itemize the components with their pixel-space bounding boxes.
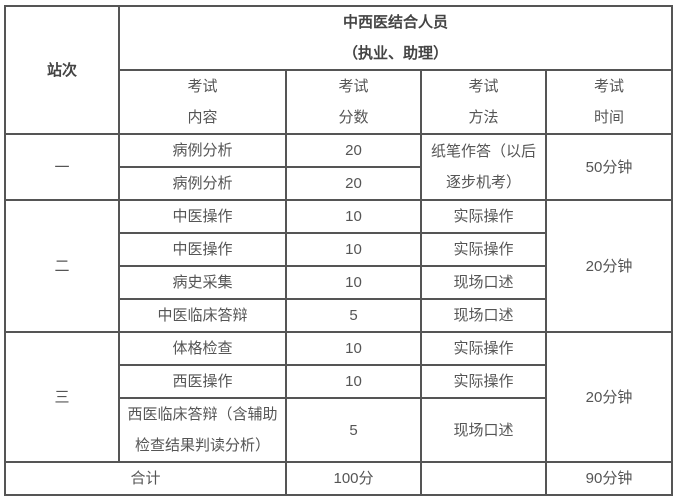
total-score: 100分 <box>285 461 422 496</box>
total-time: 90分钟 <box>545 461 673 496</box>
station-cell: 一 <box>4 133 120 201</box>
group-subtitle: （执业、助理） <box>342 45 448 62</box>
total-label: 合计 <box>4 461 287 496</box>
content-cell: 病例分析 <box>118 166 287 201</box>
method-cell: 现场口述 <box>420 298 547 333</box>
table-row: 病例分析 20 <box>5 166 672 201</box>
table-row: 中医临床答辩 5 现场口述 <box>5 298 672 333</box>
total-row: 合计 100分 90分钟 <box>4 461 673 496</box>
time-cell: 20分钟 <box>545 199 673 333</box>
score-cell: 10 <box>285 265 422 300</box>
content-cell: 中医操作 <box>118 232 287 267</box>
score-cell: 10 <box>285 199 422 234</box>
method-cell: 纸笔作答（以后逐步机考） <box>420 133 547 201</box>
total-method <box>420 461 547 496</box>
score-cell: 10 <box>285 364 422 399</box>
method-cell: 实际操作 <box>420 364 547 399</box>
score-cell: 5 <box>285 397 422 463</box>
content-cell: 中医临床答辩 <box>118 298 287 333</box>
table-row: 病史采集 10 现场口述 <box>5 265 672 300</box>
score-cell: 10 <box>285 232 422 267</box>
score-cell: 20 <box>285 166 422 201</box>
content-cell: 西医临床答辩（含辅助检查结果判读分析） <box>118 397 287 463</box>
header-time: 考试 时间 <box>545 69 673 135</box>
score-cell: 5 <box>285 298 422 333</box>
content-cell: 西医操作 <box>118 364 287 399</box>
time-cell: 20分钟 <box>545 331 673 463</box>
content-cell: 体格检查 <box>118 331 287 366</box>
header-content: 考试 内容 <box>118 69 287 135</box>
content-cell: 病史采集 <box>118 265 287 300</box>
header-group: 中西医结合人员 （执业、助理） <box>118 5 673 71</box>
station-cell: 二 <box>4 199 120 333</box>
header-method: 考试 方法 <box>420 69 547 135</box>
content-cell: 中医操作 <box>118 199 287 234</box>
table-row: 西医临床答辩（含辅助检查结果判读分析） 5 现场口述 <box>5 397 672 463</box>
content-cell: 病例分析 <box>118 133 287 168</box>
time-cell: 50分钟 <box>545 133 673 201</box>
method-cell: 实际操作 <box>420 331 547 366</box>
method-cell: 实际操作 <box>420 232 547 267</box>
header-station: 站次 <box>4 5 120 135</box>
method-cell: 现场口述 <box>420 397 547 463</box>
table-row: 三 体格检查 10 实际操作 20分钟 <box>4 331 673 463</box>
group-title: 中西医结合人员 <box>342 14 448 31</box>
station-cell: 三 <box>4 331 120 463</box>
table-row: 二 中医操作 10 实际操作 20分钟 <box>4 199 673 333</box>
table-row: 一 病例分析 20 纸笔作答（以后逐步机考） 50分钟 <box>4 133 673 201</box>
method-cell: 实际操作 <box>420 199 547 234</box>
table-row: 中医操作 10 实际操作 <box>5 232 672 267</box>
score-cell: 20 <box>285 133 422 168</box>
score-cell: 10 <box>285 331 422 366</box>
exam-table: 站次 中西医结合人员 （执业、助理） 考试 内容 考试 分数 考试 方法 考试 时间 一… <box>4 5 673 496</box>
table-row: 西医操作 10 实际操作 <box>5 364 672 399</box>
header-score: 考试 分数 <box>285 69 422 135</box>
method-cell: 现场口述 <box>420 265 547 300</box>
